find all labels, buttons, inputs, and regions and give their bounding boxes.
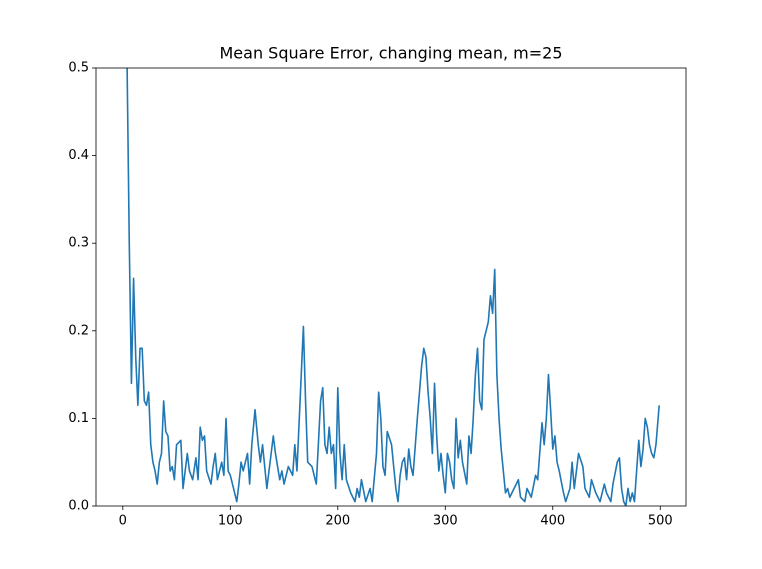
y-tick-label: 0.3 bbox=[68, 236, 89, 251]
x-tick-label: 0 bbox=[119, 514, 127, 529]
x-tick-label: 100 bbox=[218, 514, 243, 529]
line bbox=[126, 68, 660, 506]
x-tick-label: 500 bbox=[648, 514, 673, 529]
y-tick-label: 0.4 bbox=[68, 148, 89, 163]
plot-frame bbox=[95, 67, 687, 507]
y-tick-label: 0.1 bbox=[68, 411, 89, 426]
x-tick-label: 200 bbox=[325, 514, 350, 529]
y-tick-label: 0.2 bbox=[68, 323, 89, 338]
x-tick-label: 300 bbox=[433, 514, 458, 529]
chart-title: Mean Square Error, changing mean, m=25 bbox=[219, 44, 562, 63]
y-tick-label: 0.0 bbox=[68, 499, 89, 514]
x-tick-label: 400 bbox=[540, 514, 565, 529]
y-tick-label: 0.5 bbox=[68, 61, 89, 76]
